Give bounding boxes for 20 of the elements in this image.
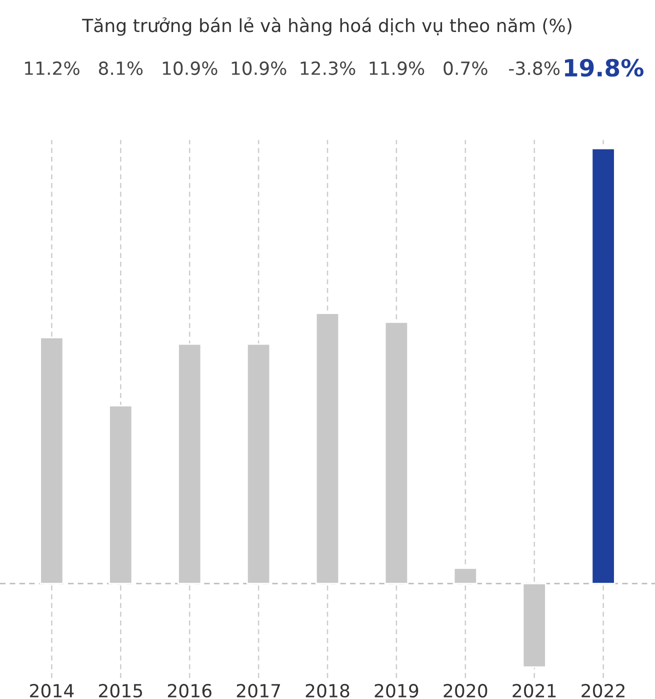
x-tick-label: 2019 [374, 684, 418, 698]
data-label: 11.2% [25, 61, 80, 76]
x-tick-label: 2022 [582, 684, 624, 698]
data-label: 19.8% [564, 58, 644, 77]
data-label: 10.9% [232, 61, 286, 76]
data-label: 0.7% [444, 61, 488, 76]
x-tick-label: 2015 [99, 684, 142, 698]
data-label: 11.9% [370, 61, 424, 76]
x-tick-label: 2014 [30, 684, 74, 698]
data-label: 12.3% [300, 61, 356, 76]
x-tick-label: 2018 [306, 684, 350, 698]
chart-title: Tăng trưởng bán lẻ và hàng hoá dịch vụ theo năm (%) [82, 17, 572, 36]
x-tick-label: 2017 [236, 684, 280, 698]
data-label: -3.8% [509, 61, 560, 76]
x-tick-label: 2020 [444, 684, 488, 698]
x-tick-label: 2021 [512, 684, 556, 698]
data-label: 10.9% [162, 61, 218, 76]
x-tick-label: 2016 [168, 684, 212, 698]
bar [591, 148, 616, 584]
data-label: 8.1% [98, 61, 143, 76]
